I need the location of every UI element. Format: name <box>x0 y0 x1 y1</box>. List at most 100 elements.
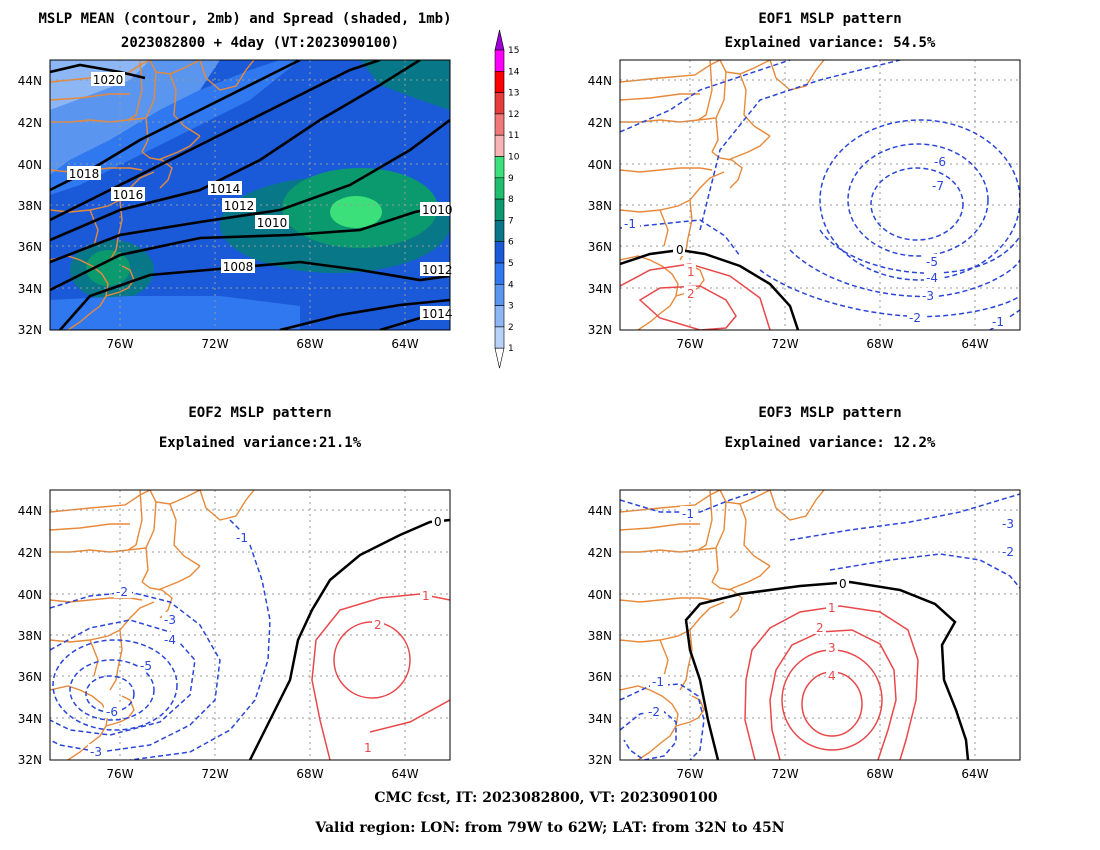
eof-contour-labels: 0 -1 1 2 -1 -2 -3 -4 -5 -6 -7 <box>622 154 1008 329</box>
panel-subtitle: 2023082800 + 4day (VT:2023090100) <box>121 35 399 51</box>
contour-label: -7 <box>932 179 944 193</box>
isobar-labels: 1020 1018 1016 1014 1012 1010 1008 1010 … <box>67 72 453 321</box>
panel-mean: 1020 1018 1016 1014 1012 1010 1008 1010 … <box>38 11 453 331</box>
panel-title: MSLP MEAN (contour, 2mb) and Spread (sha… <box>38 11 451 27</box>
contour-label: -3 <box>1002 517 1014 531</box>
colorbar-swatch <box>494 326 505 349</box>
lon-label: 64W <box>391 767 418 781</box>
lat-label: 36N <box>18 240 42 254</box>
lat-label: 40N <box>588 588 612 602</box>
lat-label: 40N <box>18 158 42 172</box>
contour-label: 2 <box>687 287 695 301</box>
lat-label: 38N <box>588 629 612 643</box>
lat-label: 34N <box>588 282 612 296</box>
contour-label: -2 <box>1002 545 1014 559</box>
contour-label: -6 <box>934 155 946 169</box>
colorbar-swatch <box>494 113 505 136</box>
isobar-label: 1016 <box>113 188 144 202</box>
lat-label: 32N <box>588 753 612 767</box>
lat-label: 36N <box>588 670 612 684</box>
contour-label: -1 <box>652 675 664 689</box>
lon-label: 64W <box>391 337 418 351</box>
contour-label: 0 <box>676 243 684 257</box>
colorbar-bottom-arrow <box>494 347 505 369</box>
lat-label: 44N <box>588 504 612 518</box>
eof-contours <box>620 490 1020 760</box>
lon-label: 68W <box>296 337 323 351</box>
lon-label: 68W <box>296 767 323 781</box>
map-frame <box>619 59 1021 331</box>
map-frame <box>49 489 451 761</box>
lat-label: 42N <box>588 116 612 130</box>
lon-label: 76W <box>106 767 133 781</box>
axis-labels: 44N 42N 40N 38N 36N 34N 32N 76W 72W 68W … <box>18 74 989 781</box>
lat-label: 44N <box>588 74 612 88</box>
colorbar-label: 13 <box>508 89 519 99</box>
lat-label: 32N <box>588 323 612 337</box>
colorbar-swatch <box>494 283 505 306</box>
lat-label: 42N <box>18 116 42 130</box>
contour-label: 1 <box>364 741 372 755</box>
contour-label: -1 <box>624 217 636 231</box>
colorbar-swatch <box>494 156 505 179</box>
contour-label: -5 <box>140 659 152 673</box>
contour-label: -1 <box>682 507 694 521</box>
lat-label: 40N <box>588 158 612 172</box>
contour-label: 1 <box>422 589 430 603</box>
lat-label: 38N <box>588 199 612 213</box>
lon-label: 64W <box>961 767 988 781</box>
colorbar-swatch <box>494 49 505 72</box>
panel-title: EOF1 MSLP pattern <box>758 11 901 27</box>
contour-label: -2 <box>909 311 921 325</box>
lat-label: 36N <box>588 240 612 254</box>
colorbar-label: 1 <box>508 344 514 354</box>
lat-label: 44N <box>18 504 42 518</box>
lat-label: 32N <box>18 753 42 767</box>
panel-eof2: 0 1 2 1 -1 -2 -3 -4 -5 -6 -3 EOF2 MSLP p… <box>49 405 451 761</box>
contour-label: 0 <box>839 577 847 591</box>
colorbar-swatch <box>494 220 505 242</box>
isobar-label: 1014 <box>210 182 241 196</box>
panel-subtitle: Explained variance: 12.2% <box>725 435 936 451</box>
lat-label: 34N <box>588 712 612 726</box>
eof-contour-labels: 0 1 2 1 -1 -2 -3 -4 -5 -6 -3 <box>88 514 444 759</box>
colorbar-label: 9 <box>508 174 514 184</box>
isobar-label: 1014 <box>422 307 453 321</box>
colorbar-label: 8 <box>508 195 514 205</box>
lat-label: 40N <box>18 588 42 602</box>
colorbar-top-arrow <box>494 29 505 51</box>
lat-label: 34N <box>18 282 42 296</box>
isobar-label: 1018 <box>69 167 100 181</box>
contour-label: -4 <box>926 271 938 285</box>
lon-label: 76W <box>106 337 133 351</box>
lat-label: 42N <box>18 546 42 560</box>
contour-label: -3 <box>90 745 102 759</box>
colorbar-swatch <box>494 71 505 93</box>
eof-contours <box>620 60 1020 330</box>
colorbar-label: 5 <box>508 259 514 269</box>
lat-label: 36N <box>18 670 42 684</box>
colorbar-swatch <box>494 177 505 200</box>
isobar-label: 1008 <box>223 260 254 274</box>
lon-label: 72W <box>771 767 798 781</box>
contour-label: -3 <box>164 613 176 627</box>
isobar-label: 1012 <box>422 263 453 277</box>
eof-contour-labels: 0 1 2 3 4 -1 -2 -1 -2 -3 <box>646 506 1018 719</box>
colorbar-label: 2 <box>508 323 514 333</box>
lat-label: 38N <box>18 629 42 643</box>
colorbar-label: 11 <box>508 131 519 141</box>
map-frame <box>619 489 1021 761</box>
colorbar-swatch <box>494 92 505 115</box>
contour-label: -1 <box>236 531 248 545</box>
lat-label: 34N <box>18 712 42 726</box>
contour-label: 1 <box>828 601 836 615</box>
spread-colorbar: 15 14 13 12 11 10 9 8 7 6 5 4 3 2 1 <box>494 29 520 369</box>
contour-label: -2 <box>648 705 660 719</box>
panel-eof1: 0 -1 1 2 -1 -2 -3 -4 -5 -6 -7 EOF1 MSLP … <box>619 11 1021 331</box>
contour-label: -5 <box>926 255 938 269</box>
lat-label: 32N <box>18 323 42 337</box>
lon-label: 72W <box>201 767 228 781</box>
isobar-label: 1010 <box>257 216 288 230</box>
lon-label: 68W <box>866 767 893 781</box>
colorbar-swatch <box>494 262 505 285</box>
